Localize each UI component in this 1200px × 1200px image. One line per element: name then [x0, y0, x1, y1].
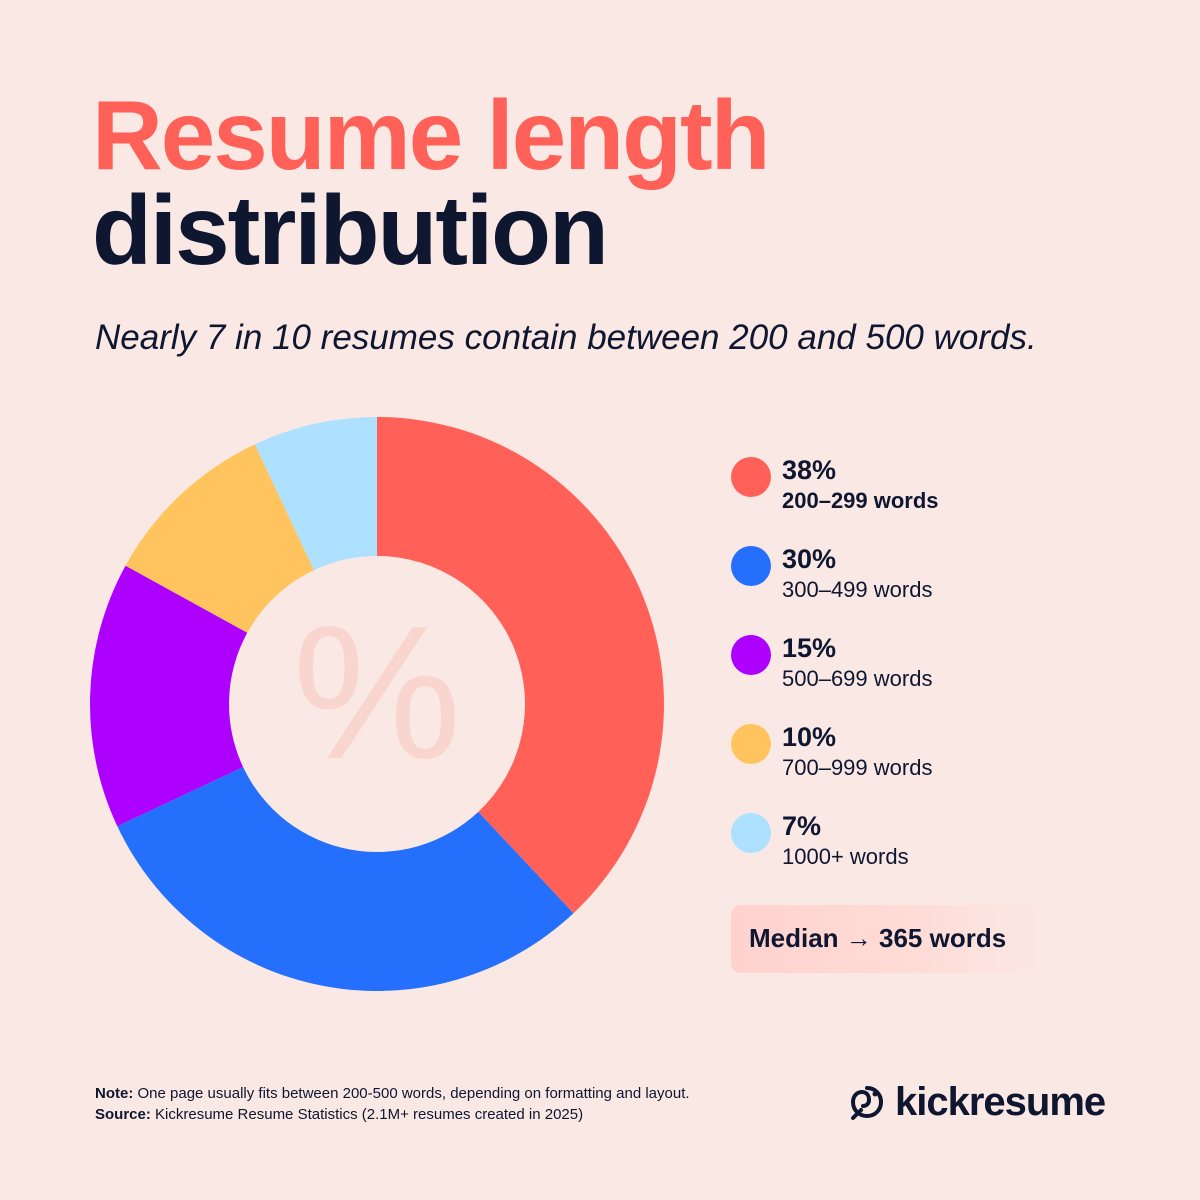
donut-slices	[90, 417, 664, 991]
kickresume-logo-icon	[850, 1086, 883, 1120]
subtitle: Nearly 7 in 10 resumes contain between 2…	[95, 318, 1037, 357]
legend-percent: 30%	[782, 544, 837, 574]
legend-percent: 7%	[782, 811, 822, 841]
legend-range: 300–499 words	[782, 577, 933, 602]
legend-percent: 15%	[782, 633, 837, 663]
source-label: Source:	[95, 1106, 151, 1123]
title-line-1: Resume length	[92, 80, 770, 190]
footnotes: Note: One page usually fits between 200-…	[95, 1083, 690, 1125]
legend-item: 15% 500–699 words	[731, 630, 1151, 719]
note-label: Note:	[95, 1085, 134, 1102]
legend-dot	[731, 546, 771, 586]
legend-dot	[731, 724, 771, 764]
legend: 38% 200–299 words 30% 300–499 words 15% …	[731, 452, 1151, 897]
legend-percent: 10%	[782, 722, 837, 752]
legend-dot	[731, 635, 771, 675]
donut-slice-2	[117, 767, 574, 991]
donut-slice-3	[90, 565, 248, 827]
note-text: One page usually fits between 200-500 wo…	[133, 1085, 690, 1102]
legend-range: 1000+ words	[782, 844, 909, 869]
legend-percent: 38%	[782, 455, 837, 485]
median-callout: Median → 365 words	[731, 905, 1043, 973]
title-line-2: distribution	[92, 175, 609, 285]
legend-range: 700–999 words	[782, 755, 933, 780]
median-label: Median → 365 words	[749, 923, 1007, 953]
source-line: Source: Kickresume Resume Statistics (2.…	[95, 1104, 690, 1125]
legend-dot	[731, 457, 771, 497]
donut-slice-1	[377, 417, 664, 914]
legend-range: 500–699 words	[782, 666, 933, 691]
legend-item: 30% 300–499 words	[731, 541, 1151, 630]
legend-item: 10% 700–999 words	[731, 719, 1151, 808]
legend-item: 38% 200–299 words	[731, 452, 1151, 541]
legend-item: 7% 1000+ words	[731, 808, 1151, 897]
legend-range: 200–299 words	[782, 488, 939, 513]
brand-name: kickresume	[895, 1080, 1106, 1124]
note-line: Note: One page usually fits between 200-…	[95, 1083, 690, 1104]
legend-dot	[731, 813, 771, 853]
donut-slice-5	[254, 417, 377, 571]
donut-slice-4	[125, 444, 314, 633]
source-text: Kickresume Resume Statistics (2.1M+ resu…	[150, 1106, 584, 1123]
center-percent-symbol: %	[293, 587, 462, 799]
